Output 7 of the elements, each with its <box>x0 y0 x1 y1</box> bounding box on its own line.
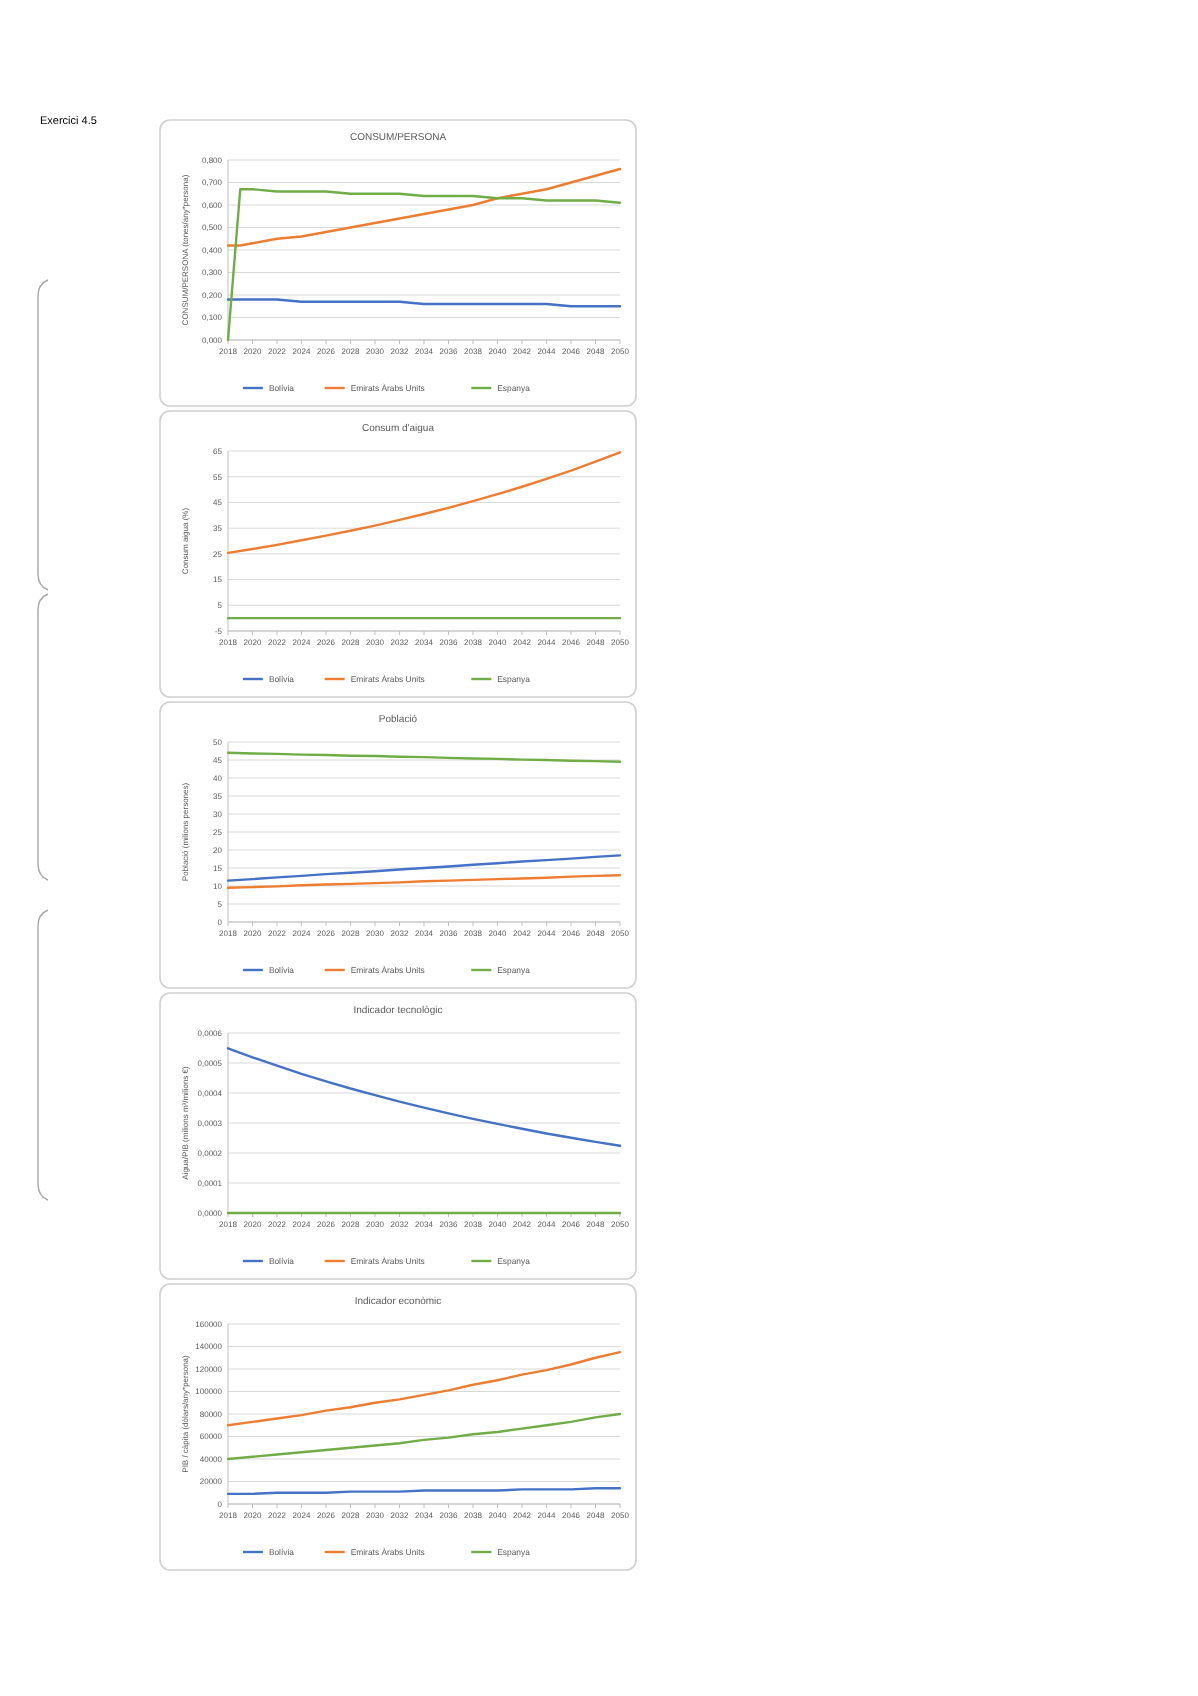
line-series <box>226 451 622 555</box>
line-series <box>226 167 622 247</box>
line-series <box>226 1047 622 1147</box>
line-series <box>226 1350 622 1427</box>
line-series <box>226 854 622 882</box>
line-series <box>226 874 622 889</box>
line-series <box>226 1412 622 1461</box>
